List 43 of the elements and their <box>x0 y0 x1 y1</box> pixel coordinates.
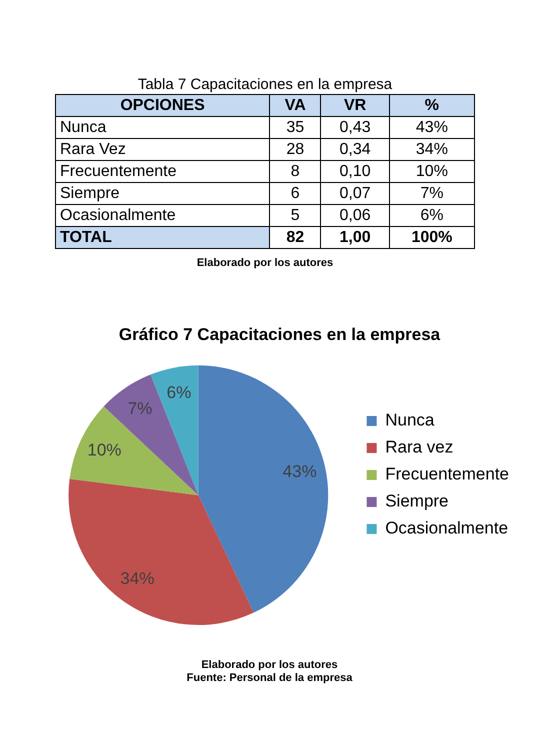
data-label: 7% <box>128 399 152 418</box>
legend-label: Frecuentemente <box>385 464 510 484</box>
text: 28 <box>270 138 321 160</box>
text: 6% <box>389 204 474 226</box>
text: 6 <box>270 182 321 204</box>
data-label: 43% <box>282 462 317 482</box>
text: % <box>389 94 474 116</box>
text: 34% <box>389 138 474 160</box>
text: 5 <box>270 204 321 226</box>
text: Nunca <box>56 116 270 138</box>
data-label: 6% <box>166 382 192 402</box>
source-note: Fuente: Personal de la empresa <box>186 672 354 685</box>
text: 0,10 <box>320 160 390 182</box>
text: VA <box>270 94 321 116</box>
text: 7% <box>389 182 474 204</box>
text: 0,34 <box>320 138 390 160</box>
data-label: 10% <box>87 440 122 460</box>
text: 10% <box>389 160 474 182</box>
chart-title: Gráfico 7 Capacitaciones en la empresa <box>118 324 441 344</box>
text: TOTAL <box>56 226 270 248</box>
text: Elaborado por los autores <box>196 257 334 269</box>
text: 82 <box>270 226 321 248</box>
text: Elaborado por los autores <box>200 659 339 672</box>
data-label: 34% <box>120 568 154 588</box>
text: Rara Vez <box>56 138 270 160</box>
text: 43% <box>389 116 474 138</box>
text: 8 <box>270 160 321 182</box>
text: Siempre <box>56 182 270 204</box>
text: 100% <box>389 226 474 248</box>
text: 0,43 <box>320 116 390 138</box>
text: VR <box>320 94 390 116</box>
text: OPCIONES <box>56 94 270 116</box>
legend-label: Rara vez <box>385 438 454 457</box>
text: Ocasionalmente <box>56 204 270 226</box>
text: 0,07 <box>320 182 390 204</box>
text: Frecuentemente <box>56 160 270 182</box>
text: Tabla 7 Capacitaciones en la empresa <box>136 76 394 94</box>
legend-label: Nunca <box>385 410 435 430</box>
legend-label: Ocasionalmente <box>385 518 508 538</box>
text: 1,00 <box>320 226 390 248</box>
text: 35 <box>270 116 321 138</box>
text: 0,06 <box>320 204 390 226</box>
legend-label: Siempre <box>385 492 449 511</box>
